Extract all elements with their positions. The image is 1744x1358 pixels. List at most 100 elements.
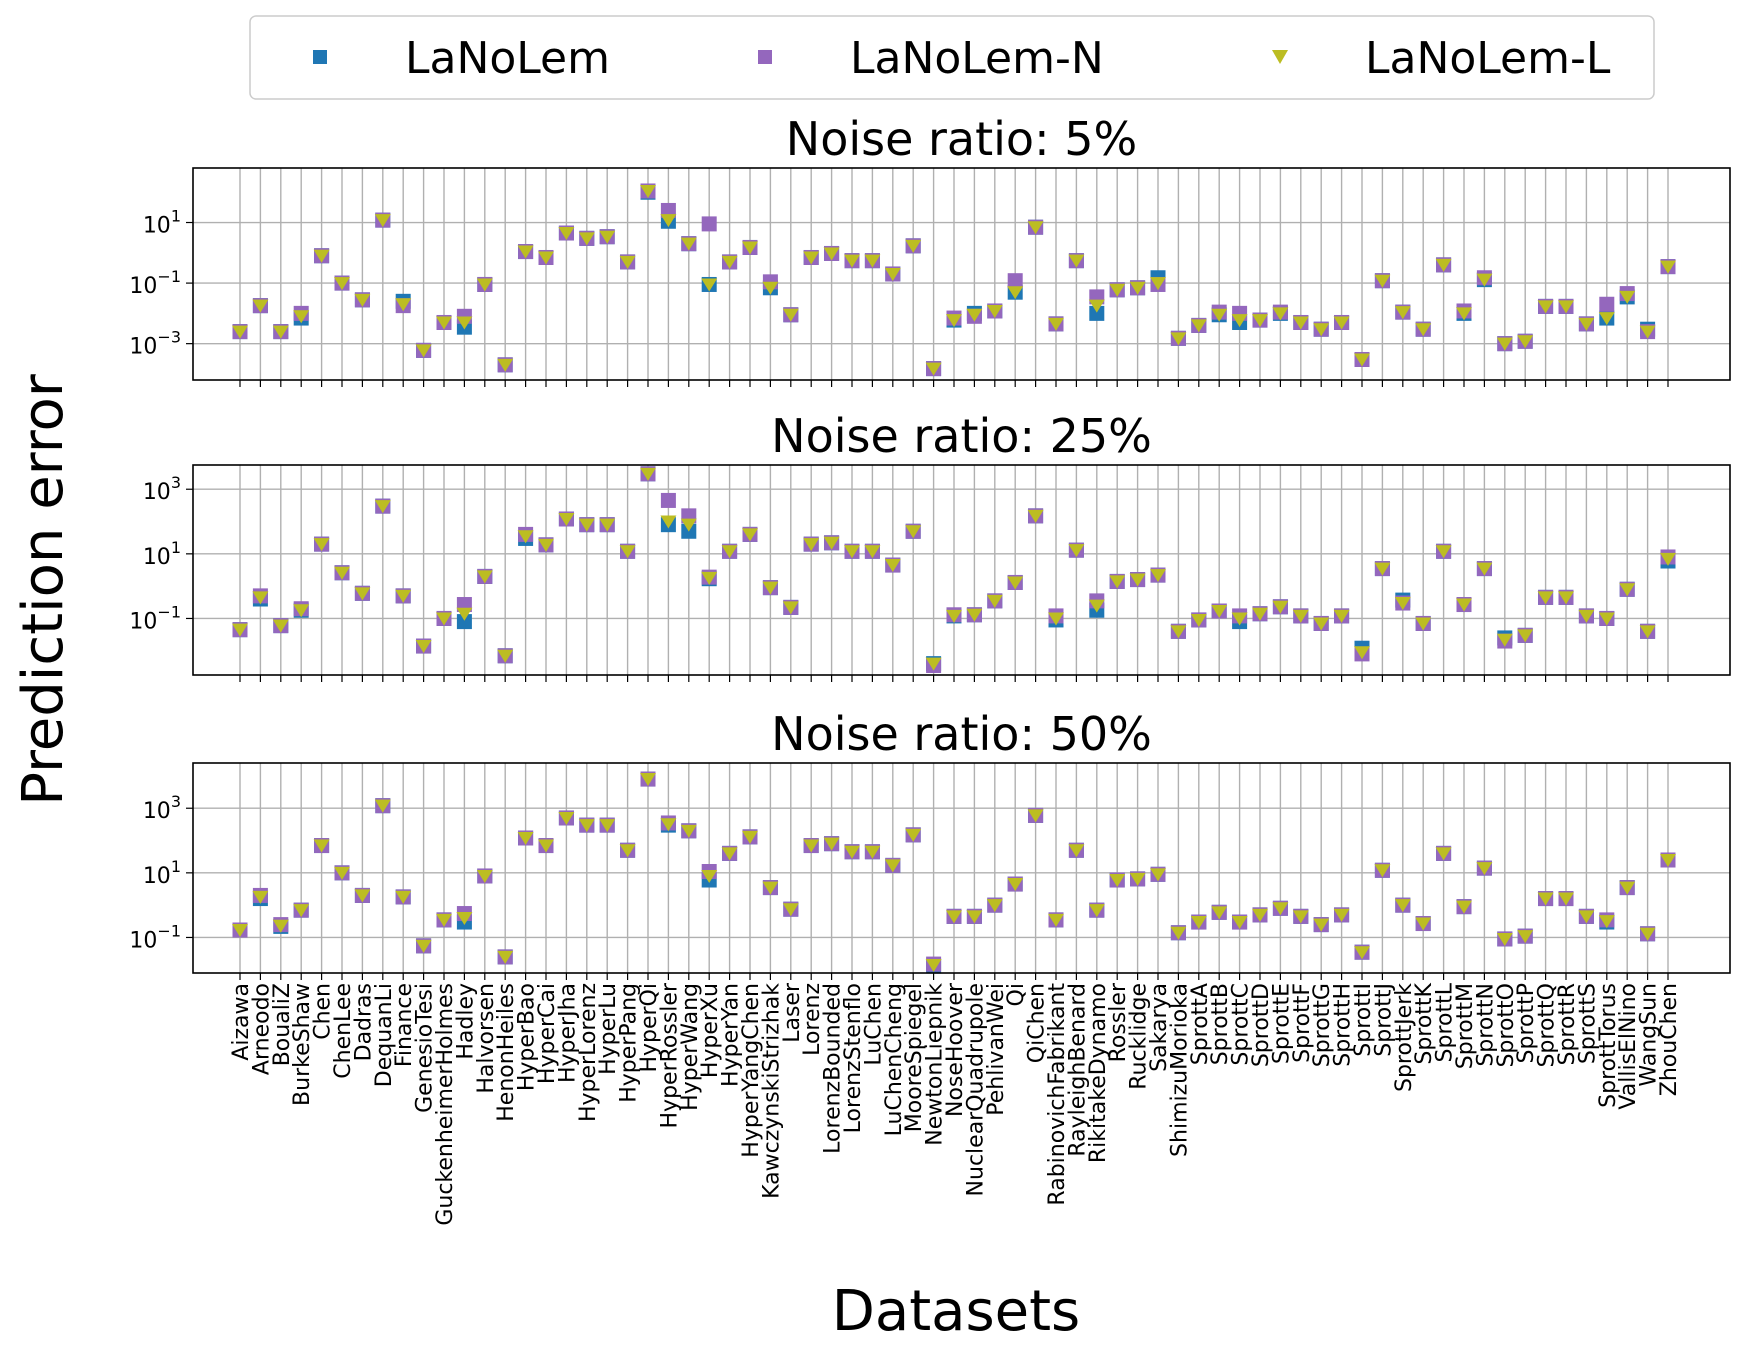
data-point: [599, 819, 616, 833]
data-point: [1292, 316, 1309, 330]
x-tick-label: HyperJha: [555, 983, 580, 1083]
x-tick-label: SprottD: [1249, 983, 1274, 1067]
data-point: [1354, 646, 1370, 660]
legend: LaNoLem LaNoLem-N LaNoLem-L: [249, 15, 1655, 100]
data-point: [476, 869, 493, 883]
x-tick-label: HyperXu: [698, 983, 723, 1078]
data-point: [1415, 917, 1432, 931]
data-point: [1537, 591, 1554, 605]
data-point: [395, 890, 412, 904]
data-point: [1558, 892, 1574, 906]
data-point: [558, 811, 575, 825]
x-tick-label: HyperCai: [535, 983, 560, 1084]
data-point: [1252, 607, 1268, 621]
plot-frame: [192, 762, 1731, 974]
data-point: [1027, 509, 1044, 523]
data-point: [313, 839, 330, 853]
data-point: [966, 910, 983, 924]
data-point: [1374, 864, 1391, 878]
data-point: [456, 316, 473, 330]
x-tick-label: NewtonLiepnik: [923, 983, 948, 1146]
data-point: [354, 587, 371, 601]
data-point: [1374, 562, 1391, 576]
data-point: [517, 831, 534, 845]
data-point: [701, 216, 717, 232]
data-point: [1190, 319, 1207, 333]
x-tick-label: PehlivanWei: [984, 983, 1009, 1116]
data-point: [946, 910, 962, 924]
data-point: [884, 267, 901, 281]
data-point: [925, 362, 942, 376]
data-point: [1435, 258, 1452, 272]
x-tick-label: SprottR: [1555, 983, 1580, 1066]
y-tick-label: 103: [143, 473, 181, 505]
data-point: [803, 251, 820, 265]
data-point: [946, 314, 962, 328]
data-point: [1313, 918, 1330, 932]
data-point: [1496, 337, 1513, 351]
data-point: [1394, 899, 1411, 913]
data-point: [1598, 915, 1615, 929]
data-point: [456, 614, 472, 630]
data-point: [660, 214, 677, 228]
data-point: [721, 847, 738, 861]
data-point: [884, 859, 901, 873]
data-point: [1170, 926, 1187, 940]
data-point: [1313, 323, 1330, 337]
data-point: [905, 239, 922, 253]
x-tick-labels: AizawaArneodoBoualiZBurkeShawChenChenLee…: [229, 982, 1682, 1226]
x-tick-label: VallisElNino: [1616, 983, 1641, 1110]
plot-frame: [192, 167, 1731, 381]
data-point: [844, 545, 860, 559]
x-tick-label: HenonHeiles: [494, 983, 519, 1122]
data-point: [1639, 325, 1656, 339]
data-point: [1109, 874, 1126, 888]
x-tick-label: Hadley: [453, 983, 478, 1060]
data-point: [1272, 600, 1289, 614]
data-point: [640, 184, 656, 198]
data-point: [619, 255, 636, 269]
data-point: [1415, 323, 1432, 337]
data-point: [1048, 913, 1064, 927]
data-point: [905, 828, 922, 842]
x-tick-label: SprottH: [1331, 983, 1356, 1067]
data-point: [1354, 353, 1370, 367]
data-point: [640, 773, 656, 787]
data-point: [1088, 904, 1105, 918]
data-point: [660, 818, 677, 832]
data-point: [1476, 862, 1493, 876]
panel-2: Noise ratio: 25% 103 101 10−1: [129, 409, 1731, 682]
data-point: [1150, 868, 1166, 882]
data-point: [395, 589, 412, 603]
x-tick-label: SprottB: [1208, 983, 1233, 1065]
data-point: [803, 839, 820, 853]
x-tick-label: HyperLorenz: [576, 983, 601, 1122]
data-point: [293, 904, 310, 918]
panel-1: Noise ratio: 5% 101 10−1 10−3: [129, 112, 1731, 387]
x-tick-label: SprottO: [1494, 983, 1519, 1068]
x-tick-label: Qi: [1004, 983, 1029, 1006]
data-point: [476, 278, 493, 292]
data-point: [1619, 881, 1636, 895]
x-tick-label: SprottJerk: [1392, 983, 1417, 1092]
legend-frame: [249, 15, 1655, 100]
x-tick-label: HyperQi: [637, 983, 662, 1073]
data-point: [1129, 281, 1146, 295]
data-point: [1109, 283, 1126, 297]
data-point: [1252, 314, 1268, 328]
data-point: [1517, 930, 1534, 944]
data-point: [1007, 273, 1023, 289]
x-tick-label: RayleighBenard: [1065, 983, 1090, 1157]
y-tick-label: 10−1: [129, 921, 181, 953]
data-point: [1374, 274, 1391, 288]
data-point: [660, 492, 676, 508]
y-tick-label: 101: [143, 538, 181, 570]
x-tick-label: SprottE: [1269, 983, 1294, 1064]
x-tick-label: Lorenz: [800, 983, 825, 1056]
x-tick-label: ZhouChen: [1657, 983, 1682, 1096]
data-point: [925, 657, 942, 671]
data-point: [1292, 609, 1309, 623]
data-point: [823, 247, 840, 261]
data-point: [497, 358, 514, 372]
series-lanolem-l: [232, 184, 1676, 376]
